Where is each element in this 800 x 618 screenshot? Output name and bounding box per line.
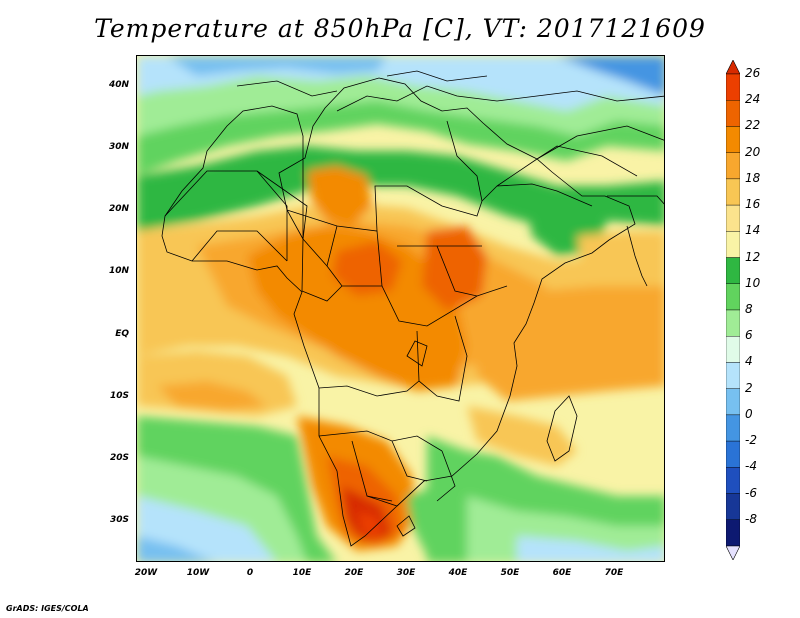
- grads-credit: GrADS: IGES/COLA: [6, 604, 89, 613]
- lat-label: 30S: [109, 515, 129, 525]
- colorbar-tick-label: 10: [745, 275, 761, 290]
- colorbar-tick-label: 0: [745, 406, 753, 421]
- lat-label: 20N: [108, 204, 129, 214]
- lon-label: 60E: [552, 568, 572, 578]
- colorbar-bottom-arrow: [726, 545, 740, 560]
- colorbar-tick-label: -4: [745, 459, 757, 474]
- lat-label: 40N: [108, 80, 129, 90]
- colorbar-swatch: [726, 231, 740, 258]
- colorbar-tick-label: 8: [745, 302, 753, 316]
- chart-title: Temperature at 850hPa [C], VT: 201712160…: [94, 14, 706, 43]
- colorbar-swatch: [726, 126, 740, 153]
- colorbar-tick-label: 20: [745, 144, 761, 159]
- colorbar-tick-label: 14: [745, 223, 761, 238]
- colorbar-swatch: [726, 257, 740, 284]
- colorbar-tick-label: 18: [745, 170, 761, 185]
- colorbar-swatch: [726, 178, 740, 206]
- lon-label: 10W: [186, 568, 210, 578]
- lon-label: 40E: [448, 568, 468, 578]
- colorbar: [726, 60, 740, 560]
- lon-label: 0: [246, 568, 254, 578]
- colorbar-tick-label: -8: [745, 511, 757, 526]
- colorbar-tick-label: -2: [745, 433, 757, 448]
- lat-label: 10S: [109, 391, 129, 401]
- colorbar-swatch: [726, 440, 740, 468]
- country-boundaries: [161, 70, 664, 547]
- colorbar-tick-label: -6: [745, 485, 757, 500]
- colorbar-swatch: [726, 336, 740, 363]
- lat-label: 10N: [108, 266, 129, 276]
- lon-label: 50E: [500, 568, 520, 578]
- lon-label: 20E: [344, 568, 364, 578]
- lon-label: 10E: [292, 568, 312, 578]
- colorbar-swatch: [726, 152, 740, 180]
- colorbar-swatch: [726, 493, 740, 520]
- colorbar-swatch: [726, 362, 740, 389]
- colorbar-tick-label: 4: [745, 354, 753, 369]
- colorbar-swatch: [726, 388, 740, 416]
- colorbar-tick-label: 26: [745, 66, 761, 80]
- colorbar-swatch: [726, 519, 740, 547]
- colorbar-tick-label: 6: [745, 328, 753, 343]
- colorbar-swatch: [726, 100, 740, 127]
- colorbar-tick-label: 24: [745, 92, 761, 107]
- lat-label: EQ: [115, 329, 129, 339]
- colorbar-swatch: [726, 73, 740, 101]
- colorbar-swatch: [726, 204, 740, 232]
- colorbar-tick-label: 2: [745, 380, 753, 395]
- colorbar-tick-label: 22: [745, 118, 761, 133]
- colorbar-swatch: [726, 309, 740, 337]
- colorbar-swatch: [726, 467, 740, 494]
- map-canvas: [137, 56, 664, 561]
- lat-label: 30N: [108, 142, 129, 152]
- colorbar-swatch: [726, 414, 740, 442]
- colorbar-swatch: [726, 283, 740, 311]
- colorbar-top-arrow: [726, 60, 740, 75]
- colorbar-tick-label: 16: [745, 197, 761, 212]
- lon-label: 70E: [604, 568, 624, 578]
- lat-label: 20S: [109, 453, 129, 463]
- lon-label: 30E: [396, 568, 416, 578]
- temperature-map: [136, 55, 665, 562]
- lon-label: 20W: [134, 568, 158, 578]
- colorbar-tick-label: 12: [745, 249, 761, 264]
